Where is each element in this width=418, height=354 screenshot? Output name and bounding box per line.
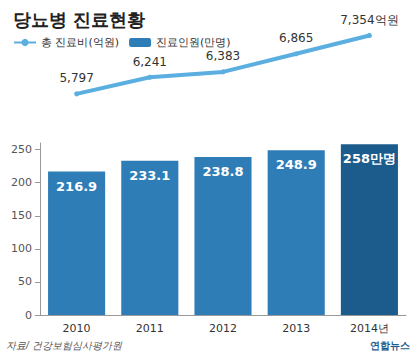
svg-text:연합뉴스: 연합뉴스 bbox=[370, 340, 410, 351]
svg-text:150: 150 bbox=[11, 209, 32, 222]
svg-text:6,241: 6,241 bbox=[133, 55, 167, 69]
svg-text:6,865: 6,865 bbox=[279, 31, 313, 45]
svg-text:258만명: 258만명 bbox=[343, 151, 396, 166]
svg-text:5,797: 5,797 bbox=[59, 71, 93, 85]
svg-text:2014년: 2014년 bbox=[350, 322, 389, 335]
svg-text:250: 250 bbox=[11, 143, 32, 156]
svg-text:2013: 2013 bbox=[282, 322, 310, 335]
svg-text:6,383: 6,383 bbox=[206, 49, 240, 63]
svg-text:233.1: 233.1 bbox=[129, 168, 170, 183]
svg-text:총 진료비(억원): 총 진료비(억원) bbox=[41, 36, 119, 49]
svg-text:7,354억원: 7,354억원 bbox=[340, 13, 398, 27]
svg-text:진료인원(만명): 진료인원(만명) bbox=[156, 36, 231, 49]
svg-text:100: 100 bbox=[11, 242, 32, 255]
svg-text:50: 50 bbox=[18, 275, 32, 288]
svg-text:0: 0 bbox=[25, 309, 32, 322]
svg-text:200: 200 bbox=[11, 176, 32, 189]
svg-text:2010: 2010 bbox=[63, 322, 91, 335]
svg-text:216.9: 216.9 bbox=[56, 179, 97, 194]
svg-text:자료/ 건강보험심사평가원: 자료/ 건강보험심사평가원 bbox=[6, 340, 123, 351]
svg-text:2012: 2012 bbox=[209, 322, 237, 335]
svg-text:238.8: 238.8 bbox=[202, 164, 243, 179]
svg-text:당뇨병 진료현황: 당뇨병 진료현황 bbox=[13, 9, 145, 30]
svg-text:2011: 2011 bbox=[136, 322, 164, 335]
svg-text:248.9: 248.9 bbox=[276, 157, 317, 172]
